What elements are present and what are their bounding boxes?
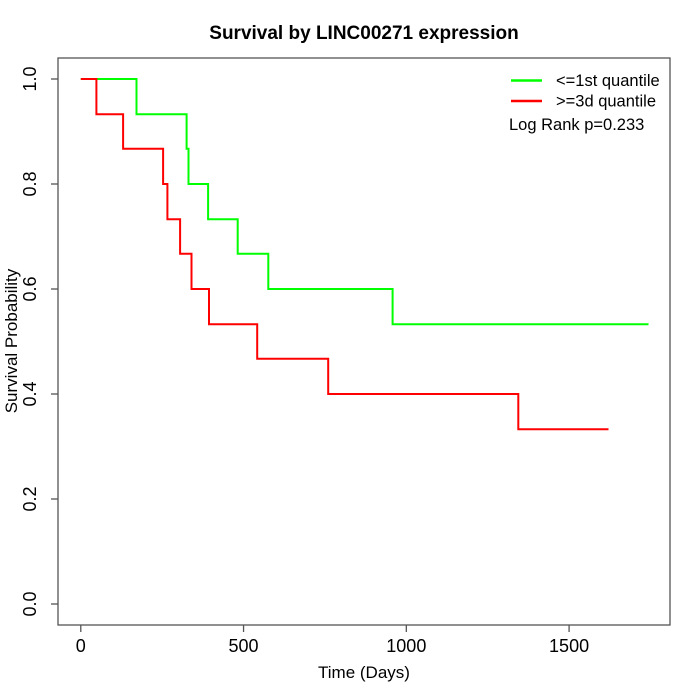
legend: <=1st quantile >=3d quantile Log Rank p=… <box>509 72 660 134</box>
km-curve-first-quantile <box>80 78 649 326</box>
y-tick-label: 0.6 <box>20 276 40 301</box>
logrank-annotation: Log Rank p=0.233 <box>509 116 644 134</box>
legend-label-first-quantile: <=1st quantile <box>556 72 660 90</box>
y-tick-label: 0.4 <box>20 381 40 406</box>
y-axis-label: Survival Probability <box>2 268 21 413</box>
x-tick-label: 500 <box>229 636 259 656</box>
survival-curves <box>80 78 649 431</box>
x-tick-label: 0 <box>76 636 86 656</box>
y-tick-label: 0.8 <box>20 171 40 196</box>
x-tick-label: 1500 <box>549 636 589 656</box>
y-tick-label: 0.2 <box>20 486 40 511</box>
km-curve-third-quantile <box>80 78 609 431</box>
chart-title: Survival by LINC00271 expression <box>209 23 518 44</box>
x-axis-label: Time (Days) <box>318 663 410 682</box>
legend-label-third-quantile: >=3d quantile <box>556 93 656 111</box>
axes: 0 500 1000 1500 0.0 0.2 0.4 0.6 0.8 1.0 <box>20 57 671 656</box>
x-tick-label: 1000 <box>386 636 426 656</box>
y-tick-label: 1.0 <box>20 66 40 91</box>
y-tick-label: 0.0 <box>20 591 40 616</box>
plot-frame <box>57 57 671 626</box>
